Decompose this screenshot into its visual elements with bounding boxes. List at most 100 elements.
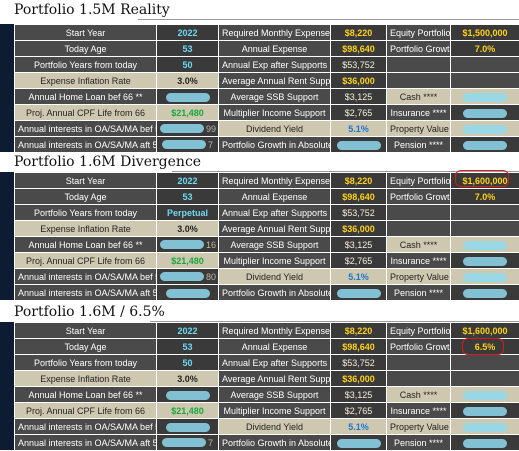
row-label: Average Annual Rent Support * xyxy=(218,370,331,387)
row-label: Today Age xyxy=(14,188,157,205)
table-row: Annual interests in OA/SA/MA bef 55 99 D… xyxy=(14,120,519,137)
table-row: Annual interests in OA/SA/MA aft 55 7 Po… xyxy=(14,434,519,451)
redaction-smear xyxy=(463,92,507,102)
table-row: Expense Inflation Rate 3.0% Average Annu… xyxy=(14,72,519,89)
row-value: $53,752 xyxy=(330,354,387,371)
partial-value: 7 xyxy=(207,437,213,448)
row-value: $3,125 xyxy=(330,88,387,105)
row-label: Insurance **** xyxy=(386,252,451,269)
redacted-value xyxy=(450,268,519,285)
table-row: Annual interests in OA/SA/MA bef 55 Divi… xyxy=(14,418,519,435)
row-value: 3.0% xyxy=(156,220,219,237)
redaction-smear xyxy=(463,108,507,118)
empty-cell xyxy=(450,72,519,89)
redacted-value: 7 xyxy=(156,434,219,451)
section-title-row: Portfolio 1.5M Reality xyxy=(0,0,519,20)
row-label: Annual interests in OA/SA/MA bef 55 xyxy=(14,418,157,435)
redaction-smear xyxy=(160,240,204,250)
row-label: Required Monthly Expense *** xyxy=(218,172,331,189)
row-label: Annual Exp after Supports xyxy=(218,204,331,221)
row-label: Portfolio Growth xyxy=(386,188,451,205)
row-value: $21,480 xyxy=(156,252,219,269)
redaction-smear xyxy=(165,422,210,432)
row-label: Average SSB Support xyxy=(218,386,331,403)
portfolio-section-1: Portfolio 1.5M Reality Start Year 2022 R… xyxy=(0,0,519,153)
empty-cell xyxy=(386,56,451,73)
redaction-smear xyxy=(160,272,204,282)
row-label: Property Value **** xyxy=(386,120,451,137)
table-row: Annual interests in OA/SA/MA aft 55 Port… xyxy=(14,284,519,301)
row-value: $1,500,000 xyxy=(450,24,519,41)
redacted-value xyxy=(450,88,519,105)
row-value: $21,480 xyxy=(156,402,219,419)
row-label: Pension **** xyxy=(386,284,451,301)
redaction-smear xyxy=(165,288,210,298)
portfolio-table: Start Year 2022 Required Monthly Expense… xyxy=(14,322,519,451)
row-value: Perpetual xyxy=(156,204,219,221)
redacted-value xyxy=(450,252,519,269)
redacted-value xyxy=(450,386,519,403)
table-row: Portfolio Years from today Perpetual Ann… xyxy=(14,204,519,221)
table-row: Proj. Annual CPF Life from 66 $21,480 Mu… xyxy=(14,402,519,419)
section-accent-bar xyxy=(0,322,14,450)
redacted-value xyxy=(450,120,519,137)
row-label: Annual Expense xyxy=(218,338,331,355)
row-value: $21,480 xyxy=(156,104,219,121)
row-label: Annual Expense xyxy=(218,188,331,205)
redacted-value xyxy=(450,402,519,419)
row-value: $53,752 xyxy=(330,204,387,221)
row-label: Average SSB Support xyxy=(218,236,331,253)
row-label: Dividend Yield xyxy=(218,268,331,285)
portfolio-table: Start Year 2022 Required Monthly Expense… xyxy=(14,172,519,301)
row-value: $36,000 xyxy=(330,220,387,237)
redacted-value xyxy=(450,236,519,253)
row-label: Annual Home Loan bef 66 ** xyxy=(14,236,157,253)
redacted-value xyxy=(330,136,387,153)
empty-cell xyxy=(450,370,519,387)
table-row: Today Age 53 Annual Expense $98,640 Port… xyxy=(14,338,519,355)
empty-cell xyxy=(386,354,451,371)
redacted-value xyxy=(156,88,219,105)
row-label: Cash **** xyxy=(386,386,451,403)
row-label: Annual Expense xyxy=(218,40,331,57)
row-value: $98,640 xyxy=(330,40,387,57)
redaction-smear xyxy=(161,438,206,448)
row-label: Multiplier Income Support xyxy=(218,402,331,419)
partial-value: 99 xyxy=(206,123,217,134)
row-label: Average SSB Support xyxy=(218,88,331,105)
row-label: Multiplier Income Support xyxy=(218,104,331,121)
redacted-value xyxy=(450,136,519,153)
redaction-smear xyxy=(463,390,507,400)
redacted-value: 99 xyxy=(156,120,219,137)
row-label: Annual interests in OA/SA/MA bef 55 xyxy=(14,120,157,137)
partial-value: 7 xyxy=(207,139,213,150)
row-label: Required Monthly Expense *** xyxy=(218,322,331,339)
section-accent-bar xyxy=(0,24,14,152)
partial-value: 80 xyxy=(206,271,217,282)
row-label: Insurance **** xyxy=(386,104,451,121)
row-value: $1,600,000 xyxy=(450,172,519,189)
redaction-smear xyxy=(463,272,507,282)
redaction-smear xyxy=(336,438,381,448)
row-value: $53,752 xyxy=(330,56,387,73)
title-divider xyxy=(172,171,519,172)
table-row: Portfolio Years from today 50 Annual Exp… xyxy=(14,56,519,73)
redaction-smear xyxy=(160,124,204,134)
row-label: Dividend Yield xyxy=(218,418,331,435)
row-label: Start Year xyxy=(14,24,157,41)
table-row: Today Age 53 Annual Expense $98,640 Port… xyxy=(14,40,519,57)
table-row: Annual Home Loan bef 66 ** 16 Average SS… xyxy=(14,236,519,253)
row-value: $8,220 xyxy=(330,322,387,339)
redaction-smear xyxy=(165,390,210,400)
redacted-value: 80 xyxy=(156,268,219,285)
row-value: 5.1% xyxy=(330,120,387,137)
row-value: 5.1% xyxy=(330,418,387,435)
row-label: Portfolio Years from today xyxy=(14,56,157,73)
portfolio-section-3: Portfolio 1.6M / 6.5% Start Year 2022 Re… xyxy=(0,302,519,451)
redaction-smear xyxy=(161,140,206,150)
row-label: Today Age xyxy=(14,338,157,355)
empty-cell xyxy=(386,72,451,89)
empty-cell xyxy=(450,204,519,221)
row-label: Required Monthly Expense *** xyxy=(218,24,331,41)
row-value: 3.0% xyxy=(156,370,219,387)
